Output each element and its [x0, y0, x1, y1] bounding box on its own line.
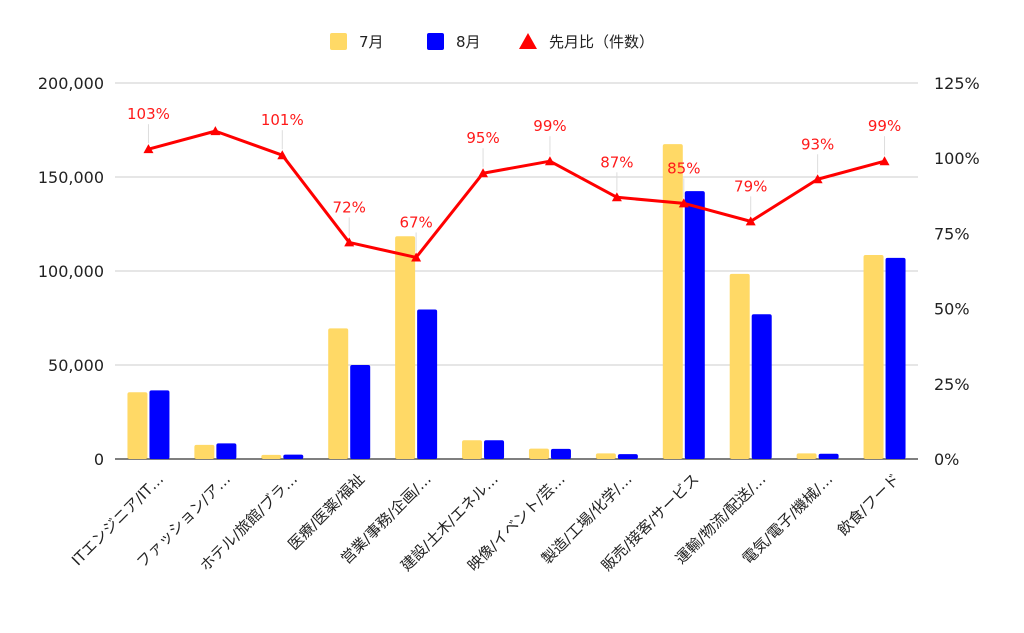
ratio-point [745, 216, 756, 226]
y-left-tick-label: 200,000 [38, 74, 104, 93]
legend-label: 8月 [456, 33, 481, 51]
bar-july [528, 448, 549, 459]
data-label: 72% [333, 198, 366, 216]
data-label: 103% [127, 105, 170, 123]
y-right-tick-label: 0% [934, 450, 959, 469]
y-right-tick-label: 25% [934, 375, 970, 394]
bar-july [729, 273, 750, 459]
ratio-point [611, 192, 622, 202]
y-left-tick-label: 0 [94, 450, 104, 469]
bar-july [662, 144, 683, 459]
data-label: 67% [399, 213, 432, 231]
y-right-tick-label: 50% [934, 300, 970, 319]
bar-july [194, 444, 215, 459]
y-right-tick-label: 100% [934, 149, 980, 168]
ratio-point [143, 144, 154, 154]
ratio-point [544, 156, 555, 166]
bar-august [417, 309, 438, 459]
bar-july [796, 453, 817, 459]
ratio-line-layer [143, 126, 890, 262]
bar-july [127, 392, 148, 459]
ratio-point [411, 252, 422, 262]
y-left-tick-label: 150,000 [38, 168, 104, 187]
bar-july [462, 440, 483, 459]
data-label: 101% [261, 111, 304, 129]
data-label: 87% [600, 153, 633, 171]
bar-august [684, 191, 705, 459]
ratio-point [678, 198, 689, 208]
legend-swatch [330, 33, 347, 50]
bars [127, 144, 906, 459]
bar-july [261, 454, 282, 459]
x-tick-label: 飲食/フード [834, 470, 903, 539]
bar-august [149, 390, 170, 459]
ratio-point [277, 150, 288, 160]
y-right-tick-label: 125% [934, 74, 980, 93]
legend-label: 先月比（件数） [549, 33, 654, 51]
ratio-point [879, 156, 890, 166]
ratio-point [344, 237, 355, 247]
ratio-line [148, 129, 885, 259]
data-label: 79% [734, 177, 767, 195]
legend-swatch [519, 33, 537, 49]
legend-label: 7月 [359, 33, 384, 51]
bar-august [885, 257, 906, 459]
bar-august [350, 365, 371, 459]
bar-july [595, 453, 616, 459]
legend-swatch [427, 33, 444, 50]
bar-august [751, 314, 772, 459]
y-right-tick-label: 75% [934, 224, 970, 243]
data-labels: 103% 101% 72% 67% 95% 99% 87% 85% 79% 93% 99% [127, 105, 901, 252]
bar-august [283, 454, 304, 459]
data-label: 99% [533, 117, 566, 135]
data-label: 85% [667, 159, 700, 177]
bar-august [484, 440, 505, 459]
ratio-point [478, 168, 489, 178]
data-label: 99% [868, 117, 901, 135]
bar-july [395, 236, 416, 459]
bar-july [328, 328, 349, 459]
y-left-tick-label: 50,000 [48, 356, 104, 375]
gridlines [115, 82, 918, 460]
bar-august [550, 448, 571, 459]
bar-august [818, 453, 839, 459]
data-label: 93% [801, 135, 834, 153]
bar-july [863, 255, 884, 459]
data-label: 95% [466, 129, 499, 147]
bar-august [617, 454, 638, 459]
y-left-tick-label: 100,000 [38, 262, 104, 281]
ratio-point [812, 174, 823, 184]
ratio-point [210, 126, 221, 136]
bar-august [216, 443, 237, 459]
axes: 0 50,000 100,000 150,000 200,000 0% 25% 50% 75% 1… [38, 74, 980, 575]
legend: 7月 8月 先月比（件数） [330, 33, 654, 51]
